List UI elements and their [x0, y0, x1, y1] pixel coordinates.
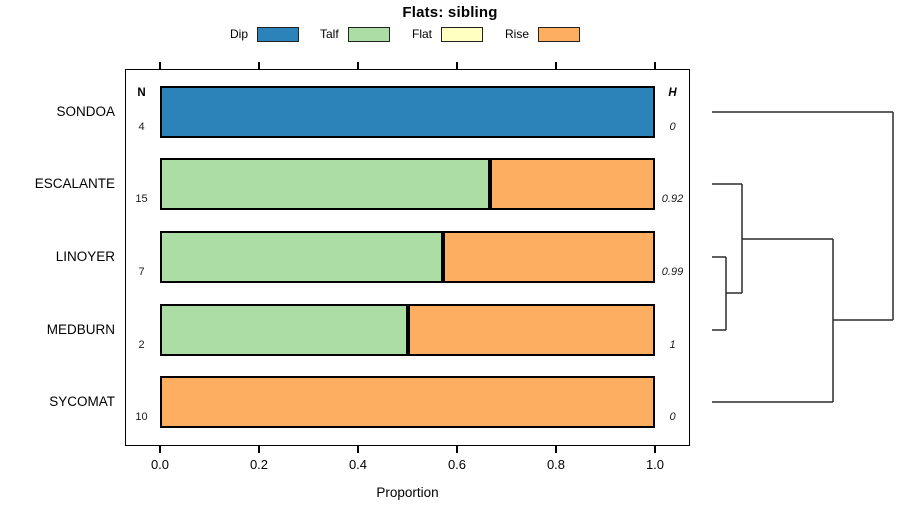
legend-swatch [441, 27, 484, 42]
axis-tick-top [456, 62, 458, 69]
bar-segment-talf [160, 231, 443, 283]
legend-label: Talf [320, 27, 339, 41]
bar-segment-talf [160, 158, 491, 210]
legend-item-rise: Rise [505, 26, 581, 43]
n-value: 7 [138, 266, 145, 278]
axis-tick-label: 0.6 [447, 457, 467, 472]
category-label: ESCALANTE [34, 176, 115, 191]
axis-tick-bottom [555, 446, 557, 453]
h-value: 0.99 [661, 266, 684, 278]
n-value: 10 [135, 411, 148, 423]
bar-segment-rise [490, 158, 655, 210]
legend-swatch [257, 27, 300, 42]
axis-tick-label: 0.2 [249, 457, 269, 472]
category-label: MEDBURN [46, 322, 115, 337]
plot-box [125, 69, 690, 446]
n-value: 4 [138, 121, 145, 133]
axis-tick-bottom [357, 446, 359, 453]
axis-tick-top [555, 62, 557, 69]
axis-tick-label: 0.0 [150, 457, 170, 472]
axis-tick-top [258, 62, 260, 69]
axis-tick-label: 0.8 [546, 457, 566, 472]
bar-segment-rise [442, 231, 655, 283]
bar-segment-dip [160, 86, 655, 138]
h-value: 0 [669, 411, 676, 423]
axis-tick-bottom [456, 446, 458, 453]
legend-swatch [538, 27, 581, 42]
legend-label: Rise [505, 27, 530, 41]
axis-tick-bottom [159, 446, 161, 453]
n-value: 15 [135, 193, 148, 205]
category-label: LINOYER [55, 249, 115, 264]
h-value: 0.92 [661, 193, 684, 205]
legend-label: Dip [230, 27, 249, 41]
h-value: 0 [669, 121, 676, 133]
axis-tick-label: 1.0 [645, 457, 665, 472]
x-axis-label: Proportion [376, 485, 439, 500]
h-column-header: H [668, 87, 677, 99]
bar-segment-rise [407, 304, 655, 356]
axis-tick-bottom [258, 446, 260, 453]
n-column-header: N [137, 87, 146, 99]
legend-item-flat: Flat [412, 26, 484, 43]
n-value: 2 [138, 339, 145, 351]
legend-swatch [347, 27, 390, 42]
category-label: SYCOMAT [49, 394, 115, 409]
legend-item-dip: Dip [230, 26, 300, 43]
h-value: 1 [669, 339, 676, 351]
axis-tick-top [159, 62, 161, 69]
axis-tick-label: 0.4 [348, 457, 368, 472]
category-label: SONDOA [56, 104, 115, 119]
chart-title: Flats: sibling [402, 4, 498, 21]
axis-tick-bottom [654, 446, 656, 453]
legend-item-talf: Talf [320, 26, 390, 43]
axis-tick-top [654, 62, 656, 69]
legend-label: Flat [412, 27, 433, 41]
bar-segment-rise [160, 376, 655, 428]
axis-tick-top [357, 62, 359, 69]
bar-segment-talf [160, 304, 408, 356]
